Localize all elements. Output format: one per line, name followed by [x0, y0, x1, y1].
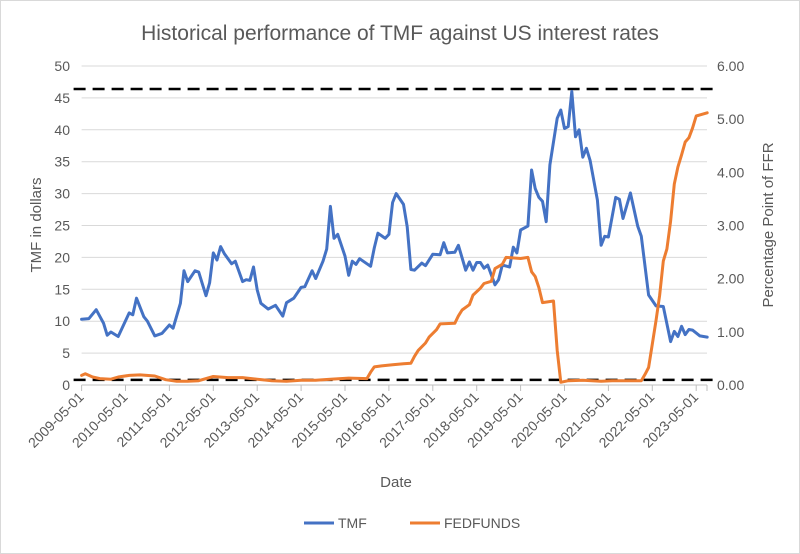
legend-label-tmf: TMF — [338, 515, 367, 531]
y-tick-label: 30 — [54, 186, 70, 202]
y-tick-label: 50 — [54, 58, 70, 74]
y-tick-label: 25 — [54, 218, 70, 234]
y-axis-label: TMF in dollars — [28, 177, 45, 272]
y-tick-label: 35 — [54, 154, 70, 170]
y-tick-label: 10 — [54, 313, 70, 329]
y2-tick-label: 3.00 — [717, 218, 744, 234]
y2-tick-label: 4.00 — [717, 164, 744, 180]
y2-tick-label: 5.00 — [717, 111, 744, 127]
y2-axis-label: Percentage Point of FFR — [760, 142, 777, 307]
y-tick-label: 5 — [62, 345, 70, 361]
y2-tick-label: 2.00 — [717, 271, 744, 287]
series-line-tmf — [80, 90, 709, 344]
chart-title: Historical performance of TMF against US… — [141, 22, 659, 45]
legend-label-fedfunds: FEDFUNDS — [444, 515, 520, 531]
series-line-fedfunds — [80, 111, 709, 384]
y2-tick-label: 1.00 — [717, 324, 744, 340]
y2-tick-label: 6.00 — [717, 58, 744, 74]
y-tick-label: 0 — [62, 377, 70, 393]
x-axis-label: Date — [380, 474, 412, 491]
legend: TMF FEDFUNDS — [304, 515, 520, 531]
y2-tick-label: 0.00 — [717, 377, 744, 393]
y-tick-label: 45 — [54, 90, 70, 106]
y-tick-label: 40 — [54, 122, 70, 138]
y-tick-label: 15 — [54, 281, 70, 297]
y-tick-label: 20 — [54, 249, 70, 265]
